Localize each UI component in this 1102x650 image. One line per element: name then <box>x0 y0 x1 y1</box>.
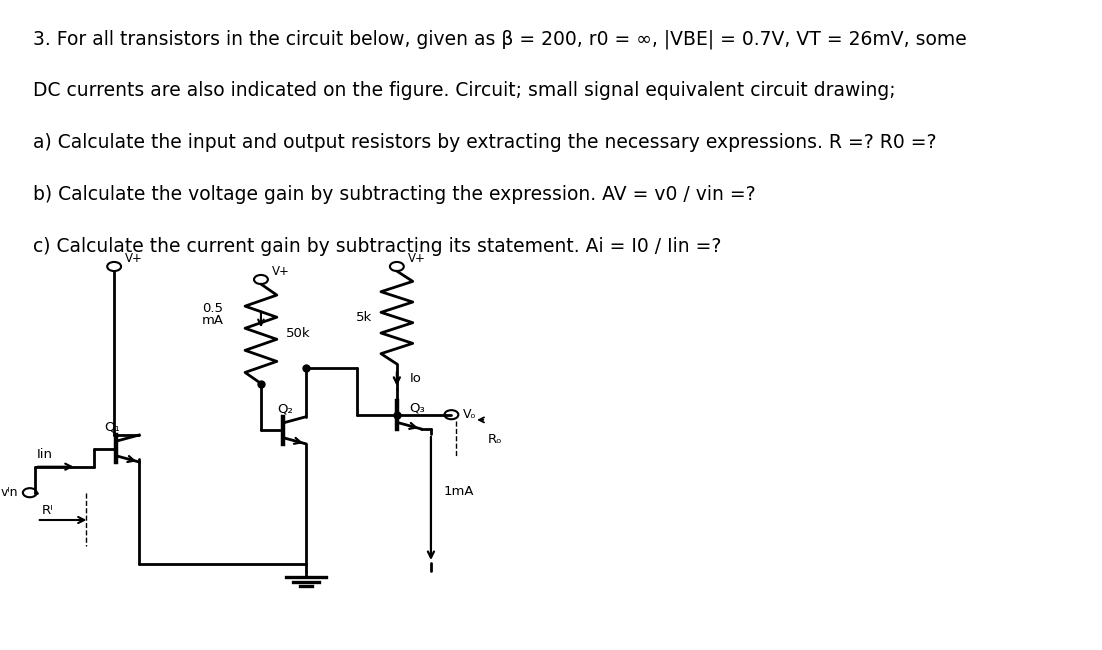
Text: b) Calculate the voltage gain by subtracting the expression. AV = v0 / vin =?: b) Calculate the voltage gain by subtrac… <box>33 185 755 204</box>
Text: vᴵn: vᴵn <box>0 486 18 499</box>
Text: Iin: Iin <box>36 448 53 461</box>
Text: Io: Io <box>410 372 422 385</box>
Text: c) Calculate the current gain by subtracting its statement. Ai = I0 / Iin =?: c) Calculate the current gain by subtrac… <box>33 237 721 256</box>
Text: V+: V+ <box>408 252 425 265</box>
Text: 1mA: 1mA <box>444 486 474 499</box>
Text: Vₒ: Vₒ <box>463 408 477 421</box>
Text: 0.5: 0.5 <box>203 302 224 315</box>
Text: a) Calculate the input and output resistors by extracting the necessary expressi: a) Calculate the input and output resist… <box>33 133 937 152</box>
Text: Q₁: Q₁ <box>105 421 120 434</box>
Text: Rₒ: Rₒ <box>488 433 503 446</box>
Text: Rᴵ: Rᴵ <box>42 504 53 517</box>
Text: 50k: 50k <box>285 328 311 341</box>
Text: V+: V+ <box>125 252 143 265</box>
Text: 5k: 5k <box>356 311 372 324</box>
Text: DC currents are also indicated on the figure. Circuit; small signal equivalent c: DC currents are also indicated on the fi… <box>33 81 896 100</box>
Text: V+: V+ <box>272 265 290 278</box>
Text: 3. For all transistors in the circuit below, given as β = 200, r0 = ∞, |VBE| = 0: 3. For all transistors in the circuit be… <box>33 29 966 49</box>
Text: Q₃: Q₃ <box>409 402 424 415</box>
Text: mA: mA <box>202 314 224 327</box>
Text: Q₂: Q₂ <box>277 402 293 415</box>
